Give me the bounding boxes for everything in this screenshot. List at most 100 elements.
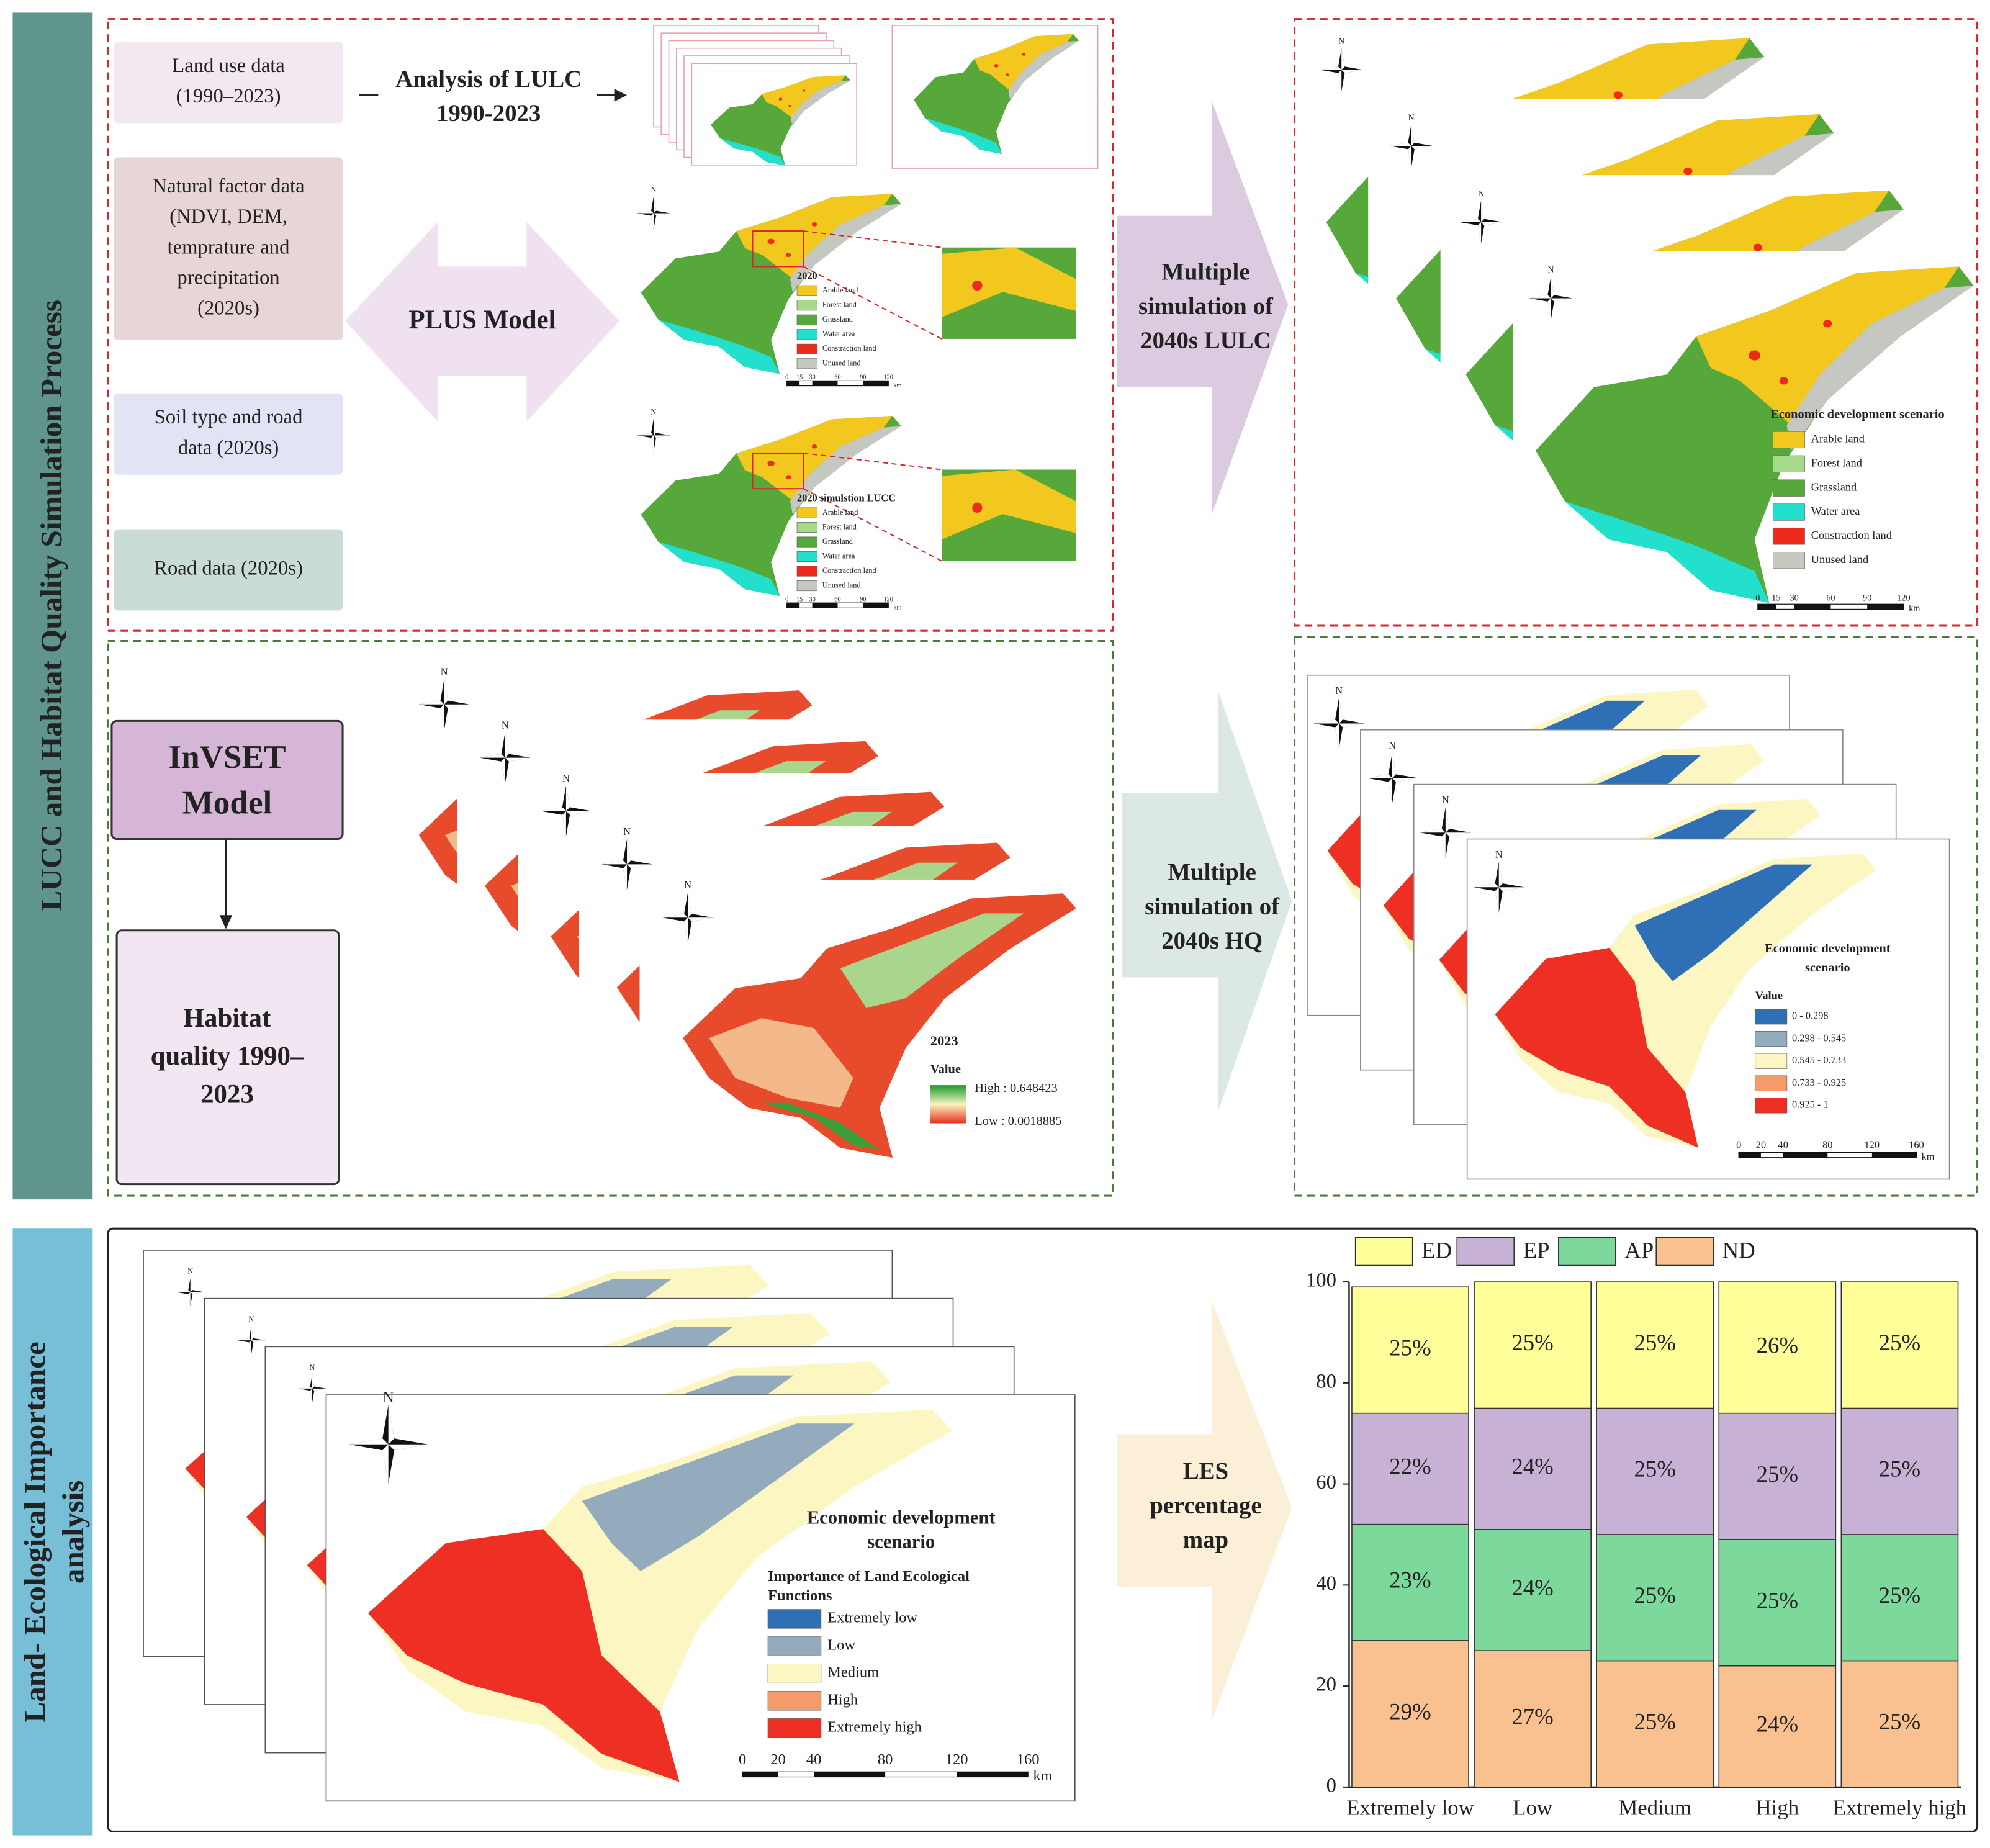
scale-label: 120 xyxy=(1897,593,1910,603)
legend-swatch xyxy=(1773,431,1805,449)
legend-swatch xyxy=(1558,1237,1616,1266)
side-band xyxy=(12,12,93,1200)
north-label: N xyxy=(502,719,509,731)
north-label: N xyxy=(1478,189,1484,199)
scale-label: 160 xyxy=(1017,1751,1040,1768)
scale-segment xyxy=(812,603,838,608)
legend-swatch xyxy=(1456,1237,1515,1266)
scale-unit: km xyxy=(1922,1150,1935,1162)
legend-swatch xyxy=(767,1609,822,1629)
value-label: 24% xyxy=(1511,1575,1553,1600)
side-band xyxy=(12,1228,93,1836)
model-label: Model xyxy=(182,785,272,821)
north-label: N xyxy=(1335,685,1343,696)
value-label: 26% xyxy=(1757,1332,1798,1358)
legend-label: 0.925 - 1 xyxy=(1792,1099,1829,1111)
legend-swatch xyxy=(1755,1098,1788,1114)
scale-label: 160 xyxy=(1909,1139,1924,1151)
bar-segment xyxy=(1596,1281,1714,1409)
map-title: 2020 xyxy=(797,269,817,281)
input-label: Soil type and road xyxy=(155,406,303,428)
step-label: PLUS Model xyxy=(408,305,556,335)
scale-unit: km xyxy=(893,605,901,611)
legend-label: Water area xyxy=(1811,505,1860,517)
north-arrow xyxy=(637,418,670,452)
input-box xyxy=(114,42,343,124)
step-label: 2040s LULC xyxy=(1140,327,1271,354)
legend-swatch xyxy=(1773,552,1805,569)
north-label: N xyxy=(1442,794,1449,806)
bar-segment xyxy=(1840,1281,1959,1409)
scale-segment xyxy=(786,603,800,608)
bar-segment xyxy=(1840,1660,1959,1788)
scale-label: 30 xyxy=(1790,593,1798,603)
legend-swatch xyxy=(1755,1053,1788,1069)
legend-label: Low xyxy=(827,1637,855,1654)
legend-label: Forest land xyxy=(1811,457,1862,469)
legend-swatch xyxy=(767,1636,822,1656)
legend-swatch xyxy=(796,522,818,533)
scale-label: 30 xyxy=(809,374,815,381)
north-label: N xyxy=(1338,37,1344,47)
legend-title: Economic development scenario xyxy=(1770,407,1944,421)
input-label: (2020s) xyxy=(197,297,259,319)
scale-unit: km xyxy=(893,382,901,389)
legend-label: ED xyxy=(1421,1238,1452,1263)
step-label: map xyxy=(1183,1526,1228,1553)
legend-label: Constraction land xyxy=(822,566,876,575)
y-tick-label: 80 xyxy=(1316,1370,1336,1392)
legend-swatch xyxy=(796,566,818,577)
output-label: Habitat xyxy=(184,1004,271,1033)
legend-label: Unused land xyxy=(1811,553,1868,566)
zoom-box xyxy=(752,452,804,490)
legend-title: Value xyxy=(930,1062,961,1076)
x-tick-label: Extremely high xyxy=(1833,1796,1966,1820)
north-label: N xyxy=(623,826,631,837)
x-tick-label: High xyxy=(1756,1796,1799,1820)
legend-label: Constraction land xyxy=(1811,529,1892,541)
bar-segment xyxy=(1596,1534,1714,1662)
value-label: 24% xyxy=(1511,1454,1553,1479)
legend-label: Medium xyxy=(827,1664,879,1680)
legend-label: Arable land xyxy=(822,508,858,516)
legend-label: 0.733 - 0.925 xyxy=(1792,1076,1846,1088)
input-label: data (2020s) xyxy=(178,436,279,459)
legend-swatch xyxy=(1773,503,1805,521)
scale-label: 20 xyxy=(770,1751,786,1768)
step-label: 2040s HQ xyxy=(1161,927,1263,954)
input-label: (1990–2023) xyxy=(176,85,281,107)
scale-label: 120 xyxy=(1865,1139,1880,1151)
scale-label: 0 xyxy=(1755,593,1760,603)
input-label: (NDVI, DEM, xyxy=(169,205,287,228)
legend-swatch xyxy=(1655,1237,1714,1266)
step-label: Multiple xyxy=(1168,859,1256,886)
scale-segment xyxy=(812,381,838,386)
input-box xyxy=(114,157,343,340)
scale-label: 40 xyxy=(806,1751,822,1768)
x-tick-label: Low xyxy=(1513,1796,1552,1820)
inset-detail xyxy=(942,469,1076,539)
bar-segment xyxy=(1474,1407,1592,1530)
step-label: Multiple xyxy=(1161,259,1249,286)
scale-segment xyxy=(814,1772,886,1777)
zoom-line xyxy=(803,230,942,340)
north-label: N xyxy=(1408,113,1415,122)
north-label: N xyxy=(684,879,691,891)
value-label: 25% xyxy=(1757,1587,1798,1613)
bar-segment xyxy=(1840,1407,1959,1535)
zoom-line xyxy=(803,452,942,562)
map-title: 2020 simulstion LUCC xyxy=(797,492,896,503)
legend-label: Grassland xyxy=(822,537,853,546)
bar-segment xyxy=(1474,1529,1592,1651)
inset-detail xyxy=(942,247,1076,318)
north-label: N xyxy=(1495,849,1503,860)
legend-label: High xyxy=(827,1691,858,1708)
scale-segment xyxy=(957,1772,1029,1777)
bar-segment xyxy=(1718,1539,1837,1667)
model-box xyxy=(110,719,344,841)
input-label: Natural factor data xyxy=(152,175,305,197)
input-label: temprature and xyxy=(168,236,290,258)
north-arrow xyxy=(1320,48,1363,92)
legend-label: Grassland xyxy=(822,315,853,323)
x-tick-label: Extremely low xyxy=(1346,1796,1474,1820)
